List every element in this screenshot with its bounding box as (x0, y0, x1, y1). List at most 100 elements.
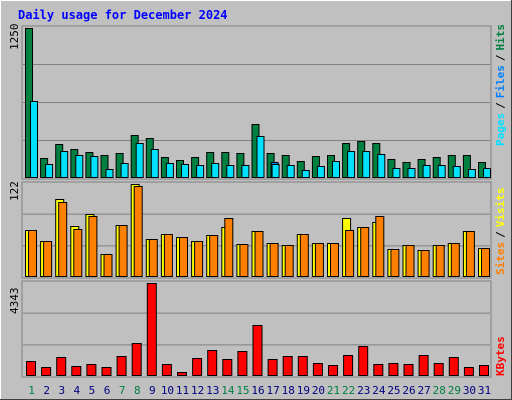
kbytes-bar (418, 355, 429, 376)
kbytes-bar (26, 361, 36, 376)
day-label: 4 (74, 384, 81, 397)
panels (21, 25, 492, 378)
kbytes-bar (373, 364, 384, 376)
hits-bar (296, 161, 305, 178)
legend-pages: Pages (494, 113, 507, 146)
sites-bar (28, 230, 37, 277)
pages-bar (90, 156, 99, 178)
kbytes-bar (343, 355, 354, 376)
kbytes-bar (131, 343, 142, 376)
pages-bar (301, 170, 310, 178)
legend-sites: Sites (494, 242, 507, 275)
sites-bar (284, 245, 294, 277)
day-label: 11 (176, 384, 189, 397)
day-label: 15 (236, 384, 249, 397)
kbytes-bar (71, 366, 82, 376)
sites-bar (375, 216, 385, 277)
pages-bar (30, 101, 38, 178)
sites-bar (481, 248, 490, 277)
kbytes-bar (222, 359, 233, 376)
kbytes-bar (328, 365, 338, 376)
legend-kbytes: KBytes (494, 336, 507, 376)
day-label: 26 (402, 384, 415, 397)
chart-title: Daily usage for December 2024 (18, 8, 228, 22)
kbytes-bar (56, 357, 67, 376)
pages-bar (392, 168, 401, 178)
sites-bar (345, 230, 355, 277)
pages-bar (422, 165, 431, 178)
day-label: 16 (251, 384, 264, 397)
kbytes-bar (358, 346, 369, 376)
day-label: 8 (134, 384, 141, 397)
sites-bar (58, 202, 68, 277)
day-label: 3 (58, 384, 65, 397)
pages-bar (467, 169, 476, 178)
sites-bar (179, 237, 188, 277)
day-label: 13 (206, 384, 219, 397)
sites-bar (314, 243, 324, 277)
sites-bar (43, 241, 53, 277)
day-label: 29 (448, 384, 461, 397)
day-label: 5 (89, 384, 96, 397)
pages-bar (241, 165, 250, 178)
pages-bar (165, 163, 174, 178)
day-label: 31 (478, 384, 491, 397)
kbytes-bar (267, 359, 278, 376)
day-label: 1 (28, 384, 35, 397)
sites-bar (420, 250, 430, 277)
day-label: 28 (433, 384, 446, 397)
sites-bar (194, 241, 204, 277)
kbytes-bar (101, 367, 112, 376)
pages-bar (135, 143, 144, 178)
hits-ymax-label: 1250 (8, 24, 21, 51)
kbytes-bar (177, 372, 187, 376)
day-label: 10 (161, 384, 174, 397)
sites-bar (103, 254, 113, 277)
sites-bar (254, 231, 264, 277)
day-label: 20 (312, 384, 325, 397)
kbytes-bar (388, 363, 399, 376)
sites-bar (118, 225, 128, 277)
kbytes-ymax-label: 4343 (8, 288, 21, 315)
day-label: 21 (327, 384, 340, 397)
sites-bar (465, 231, 475, 277)
legend-hits: Hits (494, 24, 507, 51)
sites-bar (163, 234, 173, 277)
day-label: 2 (43, 384, 50, 397)
pages-bar (452, 166, 461, 178)
kbytes-bar (86, 364, 97, 376)
sites-bar (405, 245, 415, 277)
pages-bar (181, 164, 189, 178)
kbytes-bar (282, 356, 293, 376)
day-label: 9 (149, 384, 156, 397)
kbytes-bar (448, 357, 459, 376)
kbytes-bar (192, 358, 203, 376)
pages-bar (105, 169, 114, 178)
sites-bar (148, 239, 158, 277)
pages-bar (271, 164, 280, 178)
day-label: 22 (342, 384, 355, 397)
visits-ymax-label: 122 (8, 181, 21, 201)
pages-bar (226, 165, 235, 178)
pages-bar (211, 163, 220, 178)
kbytes-bar (207, 350, 218, 376)
pages-bar (362, 151, 371, 178)
sites-bar (390, 249, 400, 277)
kbytes-bar (479, 365, 489, 376)
legend-files: Files (494, 65, 507, 98)
kbytes-bar (146, 283, 157, 376)
pages-bar (316, 166, 325, 178)
sites-bar (133, 186, 143, 277)
legend-visits: Visits (494, 188, 507, 228)
day-label: 14 (221, 384, 235, 397)
kbytes-bar (237, 351, 248, 376)
sites-bar (450, 243, 460, 277)
sites-bar (224, 218, 234, 277)
sites-bar (73, 229, 83, 277)
sites-bar (360, 227, 370, 277)
kbytes-bar (403, 364, 414, 376)
day-label: 27 (418, 384, 431, 397)
kbytes-bar (312, 363, 323, 376)
day-label: 30 (463, 384, 476, 397)
